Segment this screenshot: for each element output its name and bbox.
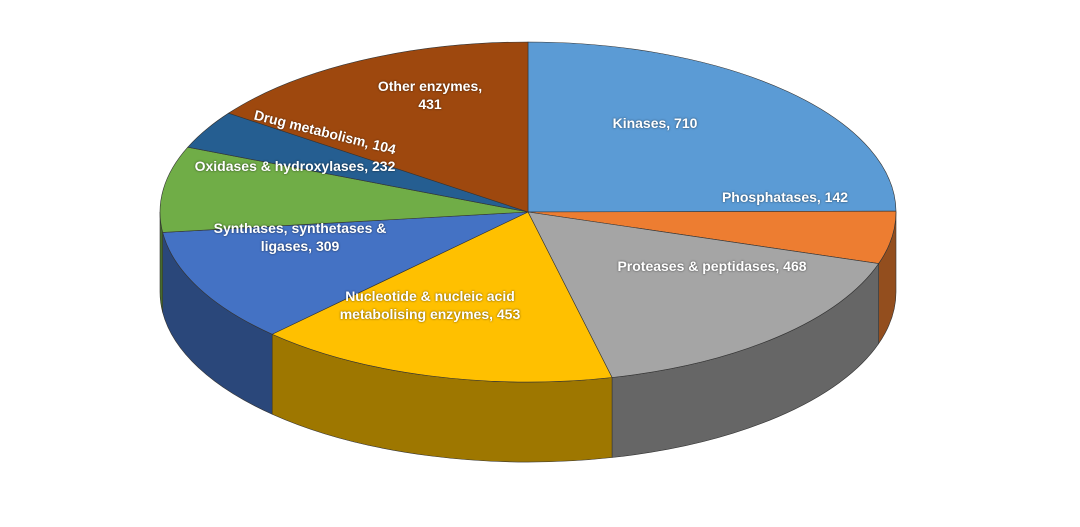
data-label: Phosphatases, 142: [721, 189, 849, 205]
data-label: Proteases & peptidases, 468: [617, 258, 807, 274]
pie-slice: [527, 210, 897, 345]
data-label: Oxidases & hydroxylases, 232: [194, 158, 396, 174]
data-label: Kinases, 710: [612, 115, 698, 131]
slice-top: [271, 211, 613, 383]
pie-slice: [271, 211, 613, 463]
slice-top: [159, 146, 529, 233]
pie-slice: [159, 146, 529, 313]
slice-top: [527, 41, 897, 213]
pie-slice: [162, 211, 529, 415]
data-label: Synthases, synthetases & ligases, 309: [213, 220, 387, 254]
slice-top: [527, 211, 880, 378]
data-label: Nucleotide & nucleic acid metabolising e…: [339, 288, 521, 322]
pie-slice: [227, 41, 529, 213]
slice-top: [227, 41, 529, 213]
pie-slice: [527, 211, 880, 458]
slice-top: [162, 211, 529, 335]
pie-slice: [527, 41, 897, 213]
data-label: Other enzymes, 431: [377, 78, 483, 112]
